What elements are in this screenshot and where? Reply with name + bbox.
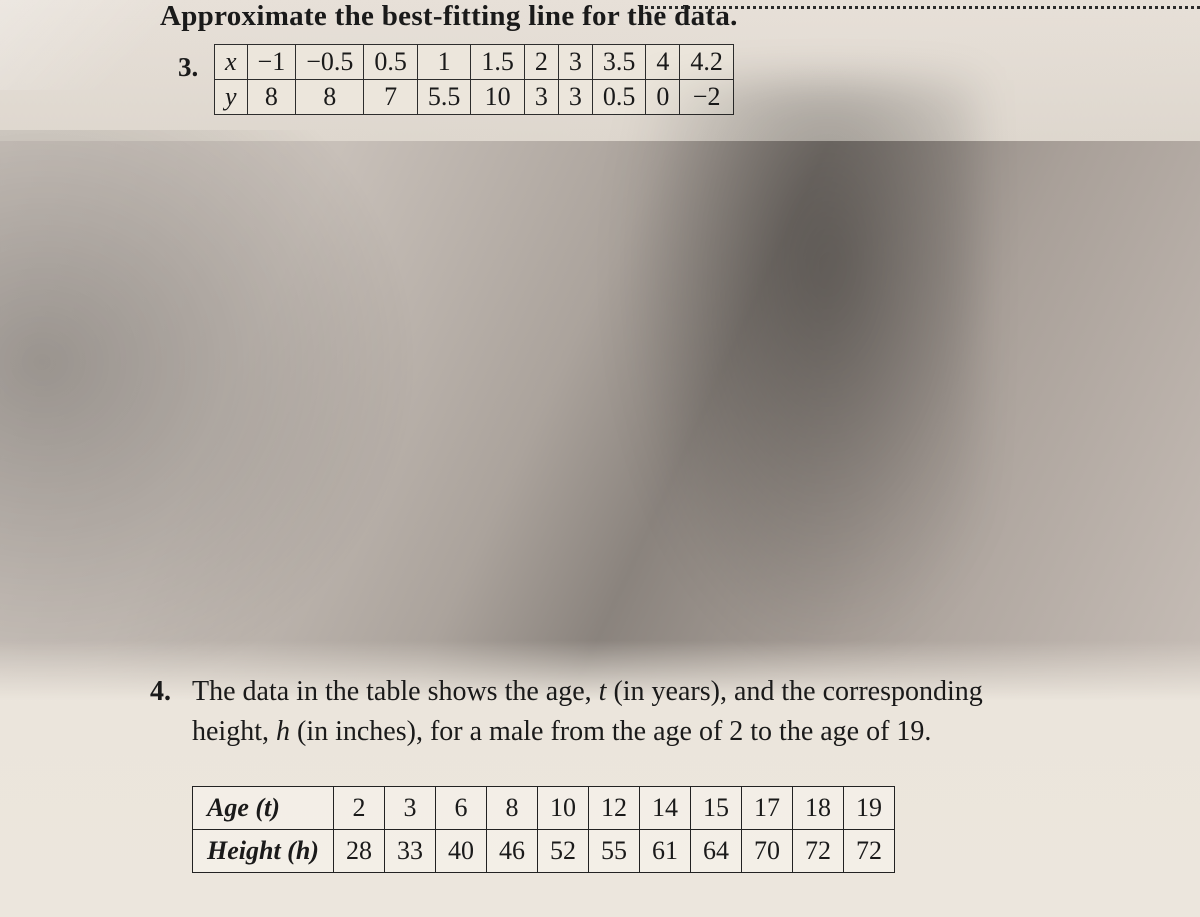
- table-3-cell: 0.5: [364, 45, 418, 80]
- table-3-cell: 0.5: [592, 80, 646, 115]
- table-3-cell: −2: [680, 80, 734, 115]
- table-4-cell: 12: [588, 787, 639, 830]
- problem-4-number: 4.: [150, 676, 171, 708]
- table-3-cell: 1.5: [471, 45, 525, 80]
- table-3-cell: 3: [558, 80, 592, 115]
- table-3-cell: 4.2: [680, 45, 734, 80]
- p4-var-h: h: [276, 716, 290, 747]
- table-4-cell: 72: [792, 830, 843, 873]
- table-4-cell: 19: [843, 787, 894, 830]
- table-4-cell: 72: [843, 830, 894, 873]
- table-3: x −1 −0.5 0.5 1 1.5 2 3 3.5 4 4.2 y 8 8 …: [214, 44, 734, 115]
- section-title: Approximate the best-fitting line for th…: [160, 0, 738, 33]
- p4-text-2b: (in inches), for a male from the age of …: [290, 716, 931, 747]
- table-4: Age (t) 2 3 6 8 10 12 14 15 17 18 19 Hei…: [192, 786, 895, 873]
- table-3-cell: 3.5: [592, 45, 646, 80]
- table-3-y-label: y: [215, 80, 248, 115]
- table-4-cell: 55: [588, 830, 639, 873]
- table-4-cell: 10: [537, 787, 588, 830]
- table-4-cell: 18: [792, 787, 843, 830]
- table-3-cell: −1: [247, 45, 296, 80]
- table-3-cell: 4: [646, 45, 680, 80]
- table-4-cell: 33: [384, 830, 435, 873]
- table-3-cell: 8: [296, 80, 364, 115]
- table-3-cell: 10: [471, 80, 525, 115]
- table-4-cell: 2: [333, 787, 384, 830]
- table-4-cell: 61: [639, 830, 690, 873]
- table-4-cell: 3: [384, 787, 435, 830]
- table-4-cell: 6: [435, 787, 486, 830]
- table-3-cell: 5.5: [417, 80, 471, 115]
- table-3-cell: −0.5: [296, 45, 364, 80]
- table-4-cell: 15: [690, 787, 741, 830]
- problem-3-number: 3.: [178, 52, 198, 83]
- page: Approximate the best-fitting line for th…: [0, 0, 1200, 917]
- table-3-cell: 8: [247, 80, 296, 115]
- table-4-cell: 8: [486, 787, 537, 830]
- table-4-cell: 64: [690, 830, 741, 873]
- table-4-cell: 46: [486, 830, 537, 873]
- table-3-cell: 7: [364, 80, 418, 115]
- table-4-age-label: Age (t): [193, 787, 334, 830]
- table-3-x-label: x: [215, 45, 248, 80]
- photo-shadow-left: [0, 130, 420, 710]
- table-3-cell: 1: [417, 45, 471, 80]
- problem-3-table: x −1 −0.5 0.5 1 1.5 2 3 3.5 4 4.2 y 8 8 …: [214, 44, 734, 115]
- table-4-cell: 14: [639, 787, 690, 830]
- table-3-cell: 0: [646, 80, 680, 115]
- table-3-cell: 3: [524, 80, 558, 115]
- p4-text-1b: (in years), and the corresponding: [606, 676, 982, 707]
- p4-text-2a: height,: [192, 716, 276, 747]
- table-4-cell: 17: [741, 787, 792, 830]
- p4-text-1: The data in the table shows the age,: [192, 676, 599, 707]
- table-4-row-age: Age (t) 2 3 6 8 10 12 14 15 17 18 19: [193, 787, 895, 830]
- table-3-cell: 2: [524, 45, 558, 80]
- table-4-cell: 52: [537, 830, 588, 873]
- table-3-row-y: y 8 8 7 5.5 10 3 3 0.5 0 −2: [215, 80, 734, 115]
- table-4-height-label: Height (h): [193, 830, 334, 873]
- photo-shadow-right: [600, 80, 980, 700]
- problem-4-text: The data in the table shows the age, t (…: [192, 672, 1110, 752]
- table-3-row-x: x −1 −0.5 0.5 1 1.5 2 3 3.5 4 4.2: [215, 45, 734, 80]
- table-3-cell: 3: [558, 45, 592, 80]
- table-4-cell: 28: [333, 830, 384, 873]
- table-4-row-height: Height (h) 28 33 40 46 52 55 61 64 70 72…: [193, 830, 895, 873]
- table-4-cell: 40: [435, 830, 486, 873]
- problem-4-table: Age (t) 2 3 6 8 10 12 14 15 17 18 19 Hei…: [192, 786, 895, 873]
- table-4-cell: 70: [741, 830, 792, 873]
